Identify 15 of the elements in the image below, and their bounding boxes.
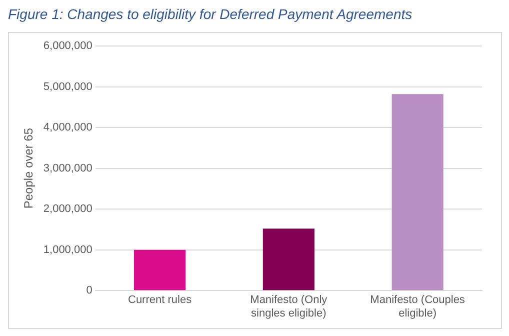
bar bbox=[392, 94, 444, 290]
bar bbox=[134, 250, 186, 290]
x-tick-label: Manifesto (Only singles eligible) bbox=[250, 294, 328, 320]
y-tick-label: 2,000,000 bbox=[43, 203, 92, 216]
x-tick-label: Current rules bbox=[128, 294, 192, 306]
y-tick-label: 0 bbox=[86, 284, 92, 297]
y-tick-label: 3,000,000 bbox=[43, 162, 92, 174]
x-tick-label: Manifesto (Couples eligible) bbox=[370, 294, 466, 320]
y-axis-title: People over 65 bbox=[22, 128, 36, 209]
y-tick-label: 1,000,000 bbox=[43, 244, 92, 256]
y-tick-label: 4,000,000 bbox=[43, 122, 92, 134]
bar bbox=[262, 228, 314, 290]
y-tick-label: 5,000,000 bbox=[43, 80, 92, 93]
chart-title: Figure 1: Changes to eligibility for Deferred Payment Agreements bbox=[8, 6, 412, 22]
y-tick-label: 6,000,000 bbox=[43, 40, 92, 52]
